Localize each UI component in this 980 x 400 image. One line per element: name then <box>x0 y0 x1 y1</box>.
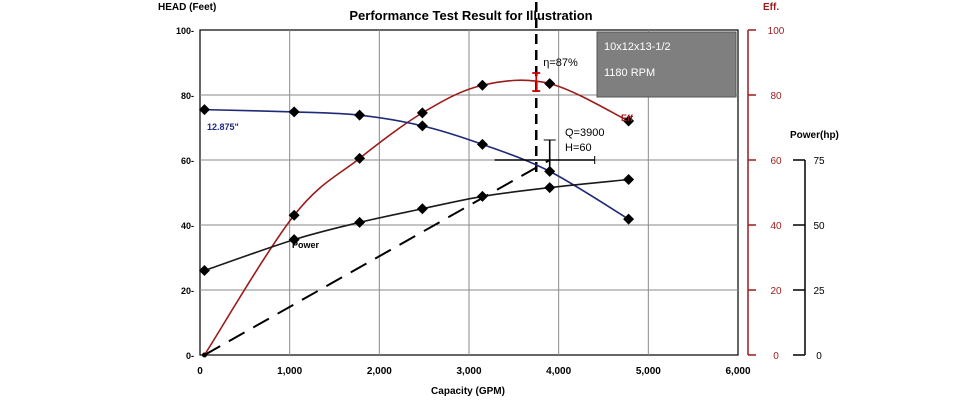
axes: 0 1,000 2,000 3,000 4,000 5,000 6,000 0- 20- 40- 6… <box>176 26 825 377</box>
head-tick-label: 80- <box>181 91 194 101</box>
head-tick-label: 100- <box>176 26 194 36</box>
head-tick-label: 40- <box>181 221 194 231</box>
x-tick-label: 0 <box>197 366 203 377</box>
eff-point <box>354 152 366 164</box>
power-tick-label: 0 <box>816 351 822 362</box>
power-tick-label: 25 <box>813 286 825 297</box>
x-tick-label: 2,000 <box>367 366 392 377</box>
eff-point <box>623 115 635 127</box>
power-curve-label: Power <box>292 240 320 250</box>
impeller-diameter-label: 12.875" <box>207 122 239 132</box>
head-axis-label: HEAD (Feet) <box>158 2 216 13</box>
x-axis-label: Capacity (GPM) <box>431 386 505 397</box>
power-axis-label: Power(hp) <box>790 130 839 141</box>
power-point <box>198 265 210 276</box>
eff-tick-label: 40 <box>770 221 782 232</box>
power-point <box>544 182 556 194</box>
eff-tick-label: 20 <box>770 286 782 297</box>
power-point <box>288 234 300 246</box>
power-point <box>623 174 635 185</box>
x-tick-label: 1,000 <box>277 366 302 377</box>
head-point <box>198 104 210 116</box>
head-tick-label: 60- <box>181 156 194 166</box>
efficiency-curve-label: Eff <box>621 113 634 123</box>
eff-point <box>288 209 300 221</box>
chart-series <box>198 2 635 358</box>
chart-title: Performance Test Result for Illustration <box>349 8 592 23</box>
power-point <box>354 216 366 228</box>
head-point <box>623 213 635 225</box>
x-tick-label: 6,000 <box>725 366 750 377</box>
power-point <box>476 190 488 202</box>
system-curve <box>203 159 551 356</box>
power-point <box>416 203 428 215</box>
head-tick-label: 20- <box>181 286 194 296</box>
duty-head-label: H=60 <box>565 142 592 154</box>
x-tick-label: 3,000 <box>456 366 481 377</box>
head-point <box>416 120 428 132</box>
info-box-model: 10x12x13-1/2 <box>604 41 671 53</box>
power-tick-label: 50 <box>813 221 825 232</box>
x-tick-label: 4,000 <box>546 366 571 377</box>
annotations: 12.875" Power Eff η=87% Q=3900 H=60 <box>207 57 634 250</box>
head-tick-label: 0- <box>186 351 194 361</box>
head-point <box>354 109 366 121</box>
info-box-background <box>596 31 737 98</box>
x-tick-label: 5,000 <box>636 366 661 377</box>
eff-tick-label: 0 <box>773 351 779 362</box>
power-tick-label: 75 <box>813 156 825 167</box>
info-box-speed: 1180 RPM <box>604 67 655 79</box>
eff-tick-label: 100 <box>768 26 785 37</box>
eff-tick-label: 60 <box>770 156 782 167</box>
eff-tick-label: 80 <box>770 91 782 102</box>
eff-point <box>544 78 556 90</box>
duty-flow-label: Q=3900 <box>565 127 604 139</box>
head-point <box>476 138 488 150</box>
eff-point <box>416 107 428 119</box>
efficiency-value-label: η=87% <box>543 57 578 69</box>
eff-axis-label: Eff. <box>763 2 779 13</box>
head-point <box>288 106 300 118</box>
info-box: 10x12x13-1/2 1180 RPM <box>596 31 737 98</box>
eff-origin-point <box>201 352 207 358</box>
efficiency-curve <box>203 79 629 356</box>
eff-point <box>476 79 488 91</box>
